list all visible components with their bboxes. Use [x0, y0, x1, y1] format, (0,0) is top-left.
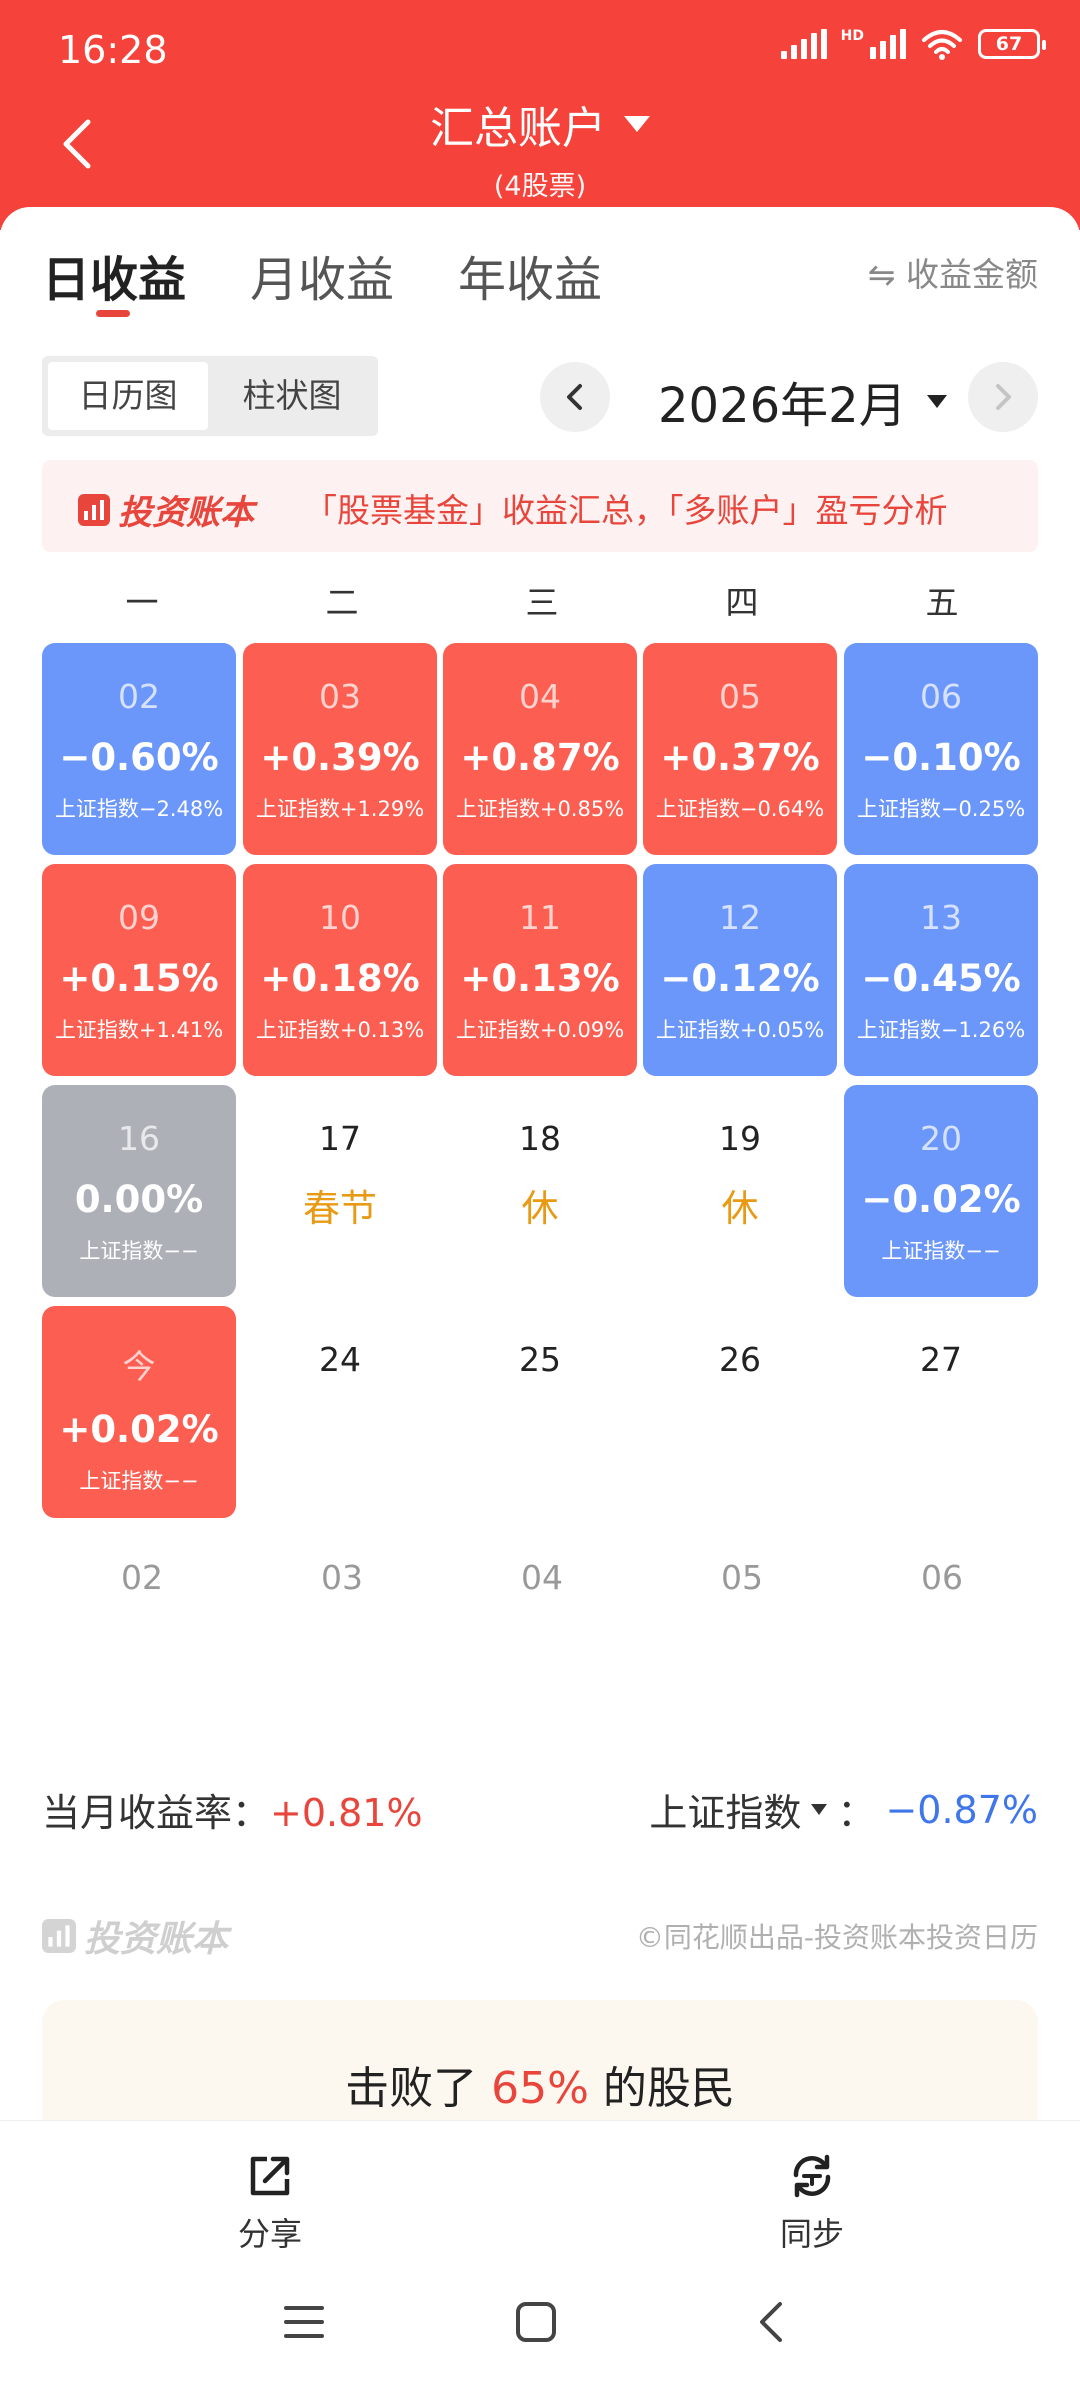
sync-button[interactable]: 同步	[732, 2151, 892, 2255]
next-month-day: 06	[921, 1558, 963, 1597]
calendar-day-cell[interactable]: 04 +0.87% 上证指数+0.85%	[443, 643, 637, 855]
tab-monthly[interactable]: 月收益	[250, 252, 395, 308]
next-month-button[interactable]	[968, 362, 1038, 432]
wifi-icon	[922, 30, 962, 60]
calendar-holiday-cell: 18 休	[519, 1119, 561, 1230]
signal-2-icon	[870, 29, 906, 59]
calendar-future-cell: 27	[920, 1340, 962, 1379]
ledger-logo-icon	[42, 1919, 76, 1953]
dropdown-icon	[624, 116, 650, 132]
sync-icon	[793, 2154, 831, 2198]
weekday-fri: 五	[925, 583, 959, 622]
watermark-logo: 投资账本	[42, 1910, 228, 1962]
battery-icon: 67	[978, 29, 1046, 59]
month-label[interactable]: 2026年2月	[658, 378, 907, 434]
ledger-logo-icon	[78, 493, 110, 526]
index-selector-label[interactable]: 上证指数	[649, 1791, 802, 1835]
promo-banner[interactable]: 投资账本 「股票基金」收益汇总，「多账户」盈亏分析	[42, 460, 1038, 552]
calendar-day-cell[interactable]: 11 +0.13% 上证指数+0.09%	[443, 864, 637, 1076]
back-arrow-icon	[63, 119, 91, 169]
calendar-future-cell: 26	[719, 1340, 761, 1379]
calendar-day-cell[interactable]: 16 0.00% 上证指数−−	[42, 1085, 236, 1297]
back-triangle-icon	[760, 2302, 782, 2342]
active-tab-indicator	[96, 310, 130, 317]
share-icon	[250, 2156, 290, 2196]
calendar-holiday-cell: 17 春节	[303, 1119, 377, 1230]
nav-home-button[interactable]	[514, 2300, 558, 2348]
calendar-day-cell[interactable]: 20 −0.02% 上证指数−−	[844, 1085, 1038, 1297]
chevron-right-icon	[996, 384, 1011, 410]
calendar-day-cell[interactable]: 05 +0.37% 上证指数−0.64%	[643, 643, 837, 855]
banner-logo-text: 投资账本	[118, 493, 254, 533]
account-selector[interactable]: 汇总账户 (4股票)	[0, 92, 1080, 203]
next-month-day: 05	[721, 1558, 763, 1597]
monthly-return: 当月收益率：+0.81%	[42, 1782, 423, 1837]
back-button[interactable]	[52, 108, 112, 178]
calendar-day-cell[interactable]: 02 −0.60% 上证指数−2.48%	[42, 643, 236, 855]
battery-level: 67	[995, 33, 1023, 55]
calendar-day-cell[interactable]: 09 +0.15% 上证指数+1.41%	[42, 864, 236, 1076]
month-selector[interactable]: 2026年2月	[658, 366, 947, 436]
signal-icon	[780, 29, 827, 59]
prev-month-button[interactable]	[540, 362, 610, 432]
banner-logo: 投资账本	[78, 485, 254, 534]
weekday-thu: 四	[725, 583, 759, 622]
calendar-today-cell[interactable]: 今 +0.02% 上证指数−−	[42, 1306, 236, 1518]
index-dropdown-icon	[811, 1804, 828, 1815]
nav-back-button[interactable]	[750, 2300, 794, 2348]
share-label[interactable]: 分享	[237, 2215, 302, 2253]
watermark-logo-text: 投资账本	[84, 1919, 229, 1960]
ranking-text: 击败了 65% 的股民	[345, 2063, 735, 2114]
weekday-wed: 三	[525, 583, 559, 622]
next-month-day: 02	[121, 1558, 163, 1597]
ranking-percent: 65%	[491, 2063, 589, 2114]
status-time: 16:28	[58, 28, 168, 72]
account-subtitle: (4股票)	[493, 171, 587, 202]
calendar-future-cell: 25	[519, 1340, 561, 1379]
bottom-action-bar: 分享 同步	[0, 2120, 1080, 2400]
chevron-left-icon	[567, 384, 582, 410]
calendar-day-cell[interactable]: 12 −0.12% 上证指数+0.05%	[643, 864, 837, 1076]
next-month-day: 04	[521, 1558, 563, 1597]
nav-menu-button[interactable]	[282, 2300, 326, 2348]
view-switch: 日历图 柱状图	[42, 356, 378, 436]
status-icons: HD 67	[780, 28, 1046, 60]
calendar-day-cell[interactable]: 06 −0.10% 上证指数−0.25%	[844, 643, 1038, 855]
month-dropdown-icon	[926, 394, 947, 408]
hd-label: HD	[840, 28, 864, 44]
credit-text: ©同花顺出品-投资账本投资日历	[635, 1921, 1038, 1954]
calendar-holiday-cell: 19 休	[719, 1119, 761, 1230]
index-separator: ：	[837, 1791, 876, 1835]
menu-icon	[284, 2306, 324, 2338]
account-title[interactable]: 汇总账户	[430, 103, 606, 154]
sync-label[interactable]: 同步	[779, 2215, 844, 2253]
weekday-mon: 一	[125, 583, 159, 622]
monthly-return-value: +0.81%	[270, 1791, 423, 1835]
monthly-return-label: 当月收益率：	[42, 1791, 271, 1835]
status-bar: 16:28 HD 67	[0, 0, 1080, 100]
amount-toggle[interactable]: ⇋ 收益金额	[867, 255, 1038, 294]
calendar-day-cell[interactable]: 13 −0.45% 上证指数−1.26%	[844, 864, 1038, 1076]
index-return-value: −0.87%	[885, 1787, 1038, 1832]
tab-yearly[interactable]: 年收益	[458, 252, 603, 308]
weekday-tue: 二	[325, 583, 359, 622]
share-button[interactable]: 分享	[190, 2151, 350, 2255]
calendar-day-cell[interactable]: 10 +0.18% 上证指数+0.13%	[243, 864, 437, 1076]
tab-daily[interactable]: 日收益	[42, 252, 187, 308]
calendar-future-cell: 24	[319, 1340, 361, 1379]
app-header: 16:28 HD 67 汇总账户 (4股票)	[0, 0, 1080, 230]
bar-view-button[interactable]: 柱状图	[242, 376, 342, 415]
next-month-day: 03	[321, 1558, 363, 1597]
calendar-day-cell[interactable]: 03 +0.39% 上证指数+1.29%	[243, 643, 437, 855]
home-square-icon	[516, 2302, 556, 2342]
calendar-view-button[interactable]: 日历图	[48, 362, 208, 430]
banner-text: 「股票基金」收益汇总，「多账户」盈亏分析	[304, 491, 948, 530]
index-return[interactable]: 上证指数 ： −0.87%	[649, 1782, 1038, 1837]
